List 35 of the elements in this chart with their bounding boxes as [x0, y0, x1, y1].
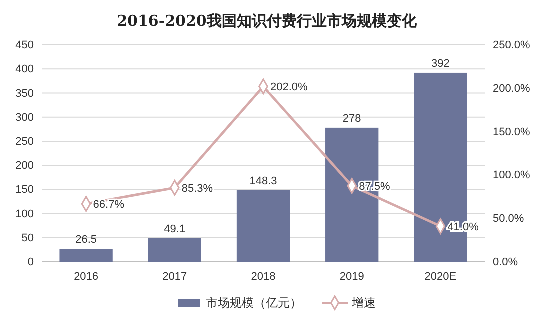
x-tick-label: 2019: [340, 270, 364, 283]
legend-label: 市场规模（亿元）: [206, 296, 302, 310]
y-tick-label: 250: [16, 136, 34, 148]
data-label: 148.3: [250, 175, 278, 188]
y2-tick-label: 100.0%: [493, 170, 531, 182]
data-label: 49.1: [164, 223, 186, 236]
x-tick-label: 2020E: [424, 270, 457, 283]
x-tick-label: 2018: [251, 270, 276, 283]
y2-tick-label: 200.0%: [493, 82, 531, 95]
legend-label: 增速: [351, 296, 376, 310]
bar: [236, 190, 290, 262]
x-tick-label: 2017: [162, 270, 188, 283]
y-tick-label: 0: [28, 256, 34, 269]
y2-tick-label: 150.0%: [493, 126, 531, 138]
y-tick-label: 300: [16, 112, 34, 124]
data-label: 66.7%: [93, 199, 125, 212]
y-tick-label: 450: [16, 40, 34, 52]
data-label: 392: [432, 58, 450, 70]
data-label: 278: [342, 112, 362, 125]
data-label: 202.0%: [270, 82, 308, 94]
y2-tick-label: 50.0%: [493, 213, 524, 226]
x-tick-label: 2016: [74, 270, 99, 283]
y-tick-label: 400: [16, 64, 34, 76]
y2-tick-label: 0.0%: [493, 256, 518, 269]
y-tick-label: 50: [22, 232, 34, 244]
bar: [60, 249, 113, 262]
data-label: 26.5: [76, 234, 98, 246]
y-tick-label: 150: [16, 184, 34, 196]
y-tick-label: 100: [16, 208, 34, 220]
bar: [148, 238, 202, 262]
y-tick-label: 350: [16, 88, 34, 100]
data-label: 85.3%: [182, 182, 214, 195]
y2-tick-label: 250.0%: [493, 40, 531, 52]
chart-title: 2016-2020我国知识付费行业市场规模变化: [117, 12, 418, 30]
y-tick-label: 200: [16, 160, 34, 172]
